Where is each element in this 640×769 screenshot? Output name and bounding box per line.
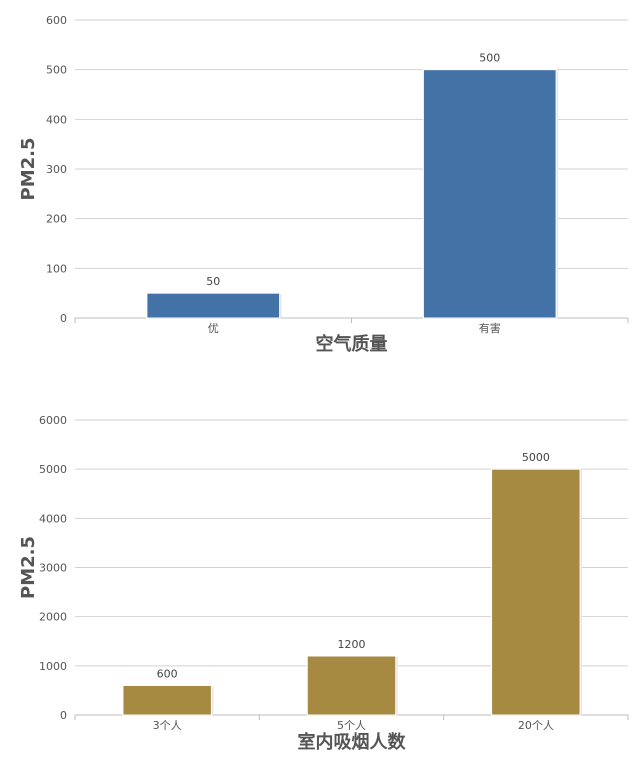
y-tick-label: 200 bbox=[46, 213, 67, 226]
y-tick-label: 4000 bbox=[39, 512, 67, 525]
x-axis-title: 空气质量 bbox=[316, 333, 388, 355]
y-tick-label: 0 bbox=[60, 312, 67, 325]
data-label: 5000 bbox=[522, 451, 550, 464]
bar bbox=[491, 468, 581, 716]
data-label: 600 bbox=[157, 668, 178, 681]
x-axis-title: 室内吸烟人数 bbox=[298, 731, 407, 753]
data-label: 1200 bbox=[338, 638, 366, 651]
y-tick-label: 5000 bbox=[39, 463, 67, 476]
x-tick-label: 有害 bbox=[479, 321, 501, 335]
data-label: 500 bbox=[479, 52, 500, 65]
y-axis-title: PM2.5 bbox=[18, 536, 39, 599]
bar bbox=[146, 292, 281, 319]
bar bbox=[422, 69, 557, 319]
y-tick-label: 3000 bbox=[39, 562, 67, 575]
smokers-chart: 0 1000 2000 3000 4000 5000 6000 600 3个人 1200 5个人 50… bbox=[18, 414, 629, 753]
x-tick-label: 5个人 bbox=[337, 719, 366, 732]
y-tick-label: 0 bbox=[60, 709, 67, 722]
x-tick-label: 3个人 bbox=[153, 719, 182, 732]
x-tick-label: 优 bbox=[208, 322, 219, 335]
y-tick-label: 300 bbox=[46, 163, 67, 176]
y-axis-title: PM2.5 bbox=[18, 138, 39, 201]
bar bbox=[306, 655, 397, 716]
y-tick-label: 100 bbox=[46, 262, 67, 275]
y-tick-label: 600 bbox=[46, 14, 67, 27]
y-tick-label: 500 bbox=[46, 64, 67, 77]
bar bbox=[122, 685, 212, 716]
y-tick-label: 1000 bbox=[39, 660, 67, 673]
x-tick-label: 20个人 bbox=[518, 719, 554, 732]
y-tick-label: 6000 bbox=[39, 414, 67, 427]
data-label: 50 bbox=[206, 275, 220, 288]
y-tick-label: 2000 bbox=[39, 611, 67, 624]
y-tick-label: 400 bbox=[46, 113, 67, 126]
